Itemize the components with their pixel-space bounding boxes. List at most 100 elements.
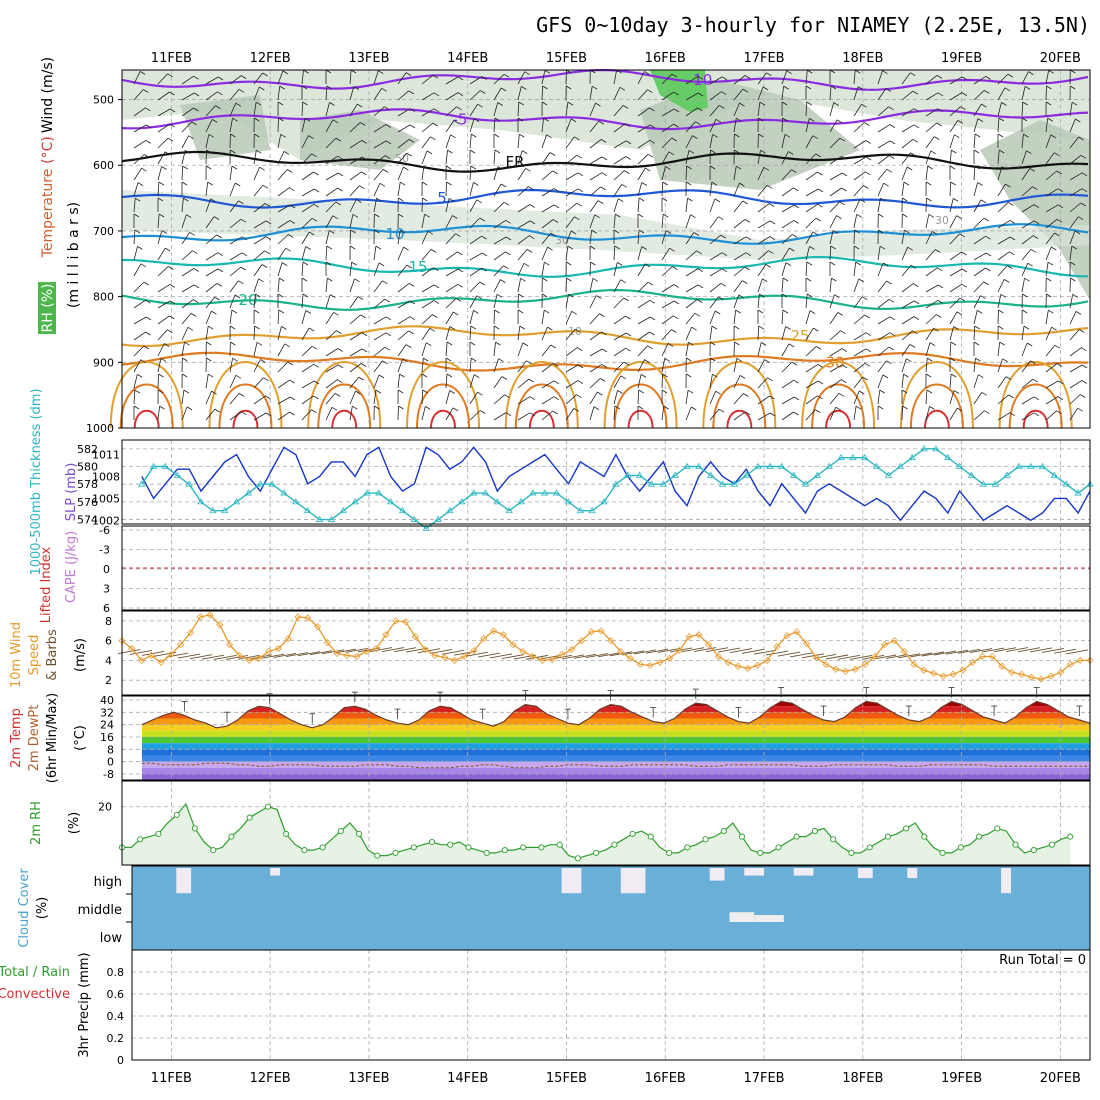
wind-barb bbox=[373, 124, 387, 133]
wind10m-barb bbox=[273, 653, 297, 658]
thickness-point bbox=[991, 480, 999, 487]
wind-barb bbox=[637, 229, 640, 245]
temp-color-band bbox=[141, 743, 1090, 750]
wind-barb-flag bbox=[739, 375, 746, 379]
wind-barb bbox=[1021, 134, 1024, 149]
surface-isotherm-loop bbox=[603, 361, 678, 429]
wind-barb bbox=[781, 220, 794, 229]
wind-barb-flag bbox=[479, 281, 486, 286]
wind-barb bbox=[565, 246, 569, 261]
wind-barb-flag bbox=[1000, 293, 1007, 298]
wind-barb-flag bbox=[326, 245, 333, 250]
wind-barb-flag bbox=[503, 73, 510, 78]
wind-barb bbox=[1069, 216, 1079, 229]
wind-barb bbox=[373, 246, 377, 261]
wind-barb bbox=[421, 314, 433, 325]
wind10m-barb bbox=[657, 648, 681, 653]
wind-barb-flag bbox=[1057, 204, 1064, 209]
slp-ylabel-slp: SLP (mb) bbox=[64, 463, 79, 522]
thickness-point bbox=[576, 506, 585, 514]
wind-barb-flag bbox=[169, 284, 175, 288]
wind-barb-flag bbox=[1054, 232, 1060, 237]
wind-barb-flag bbox=[625, 123, 631, 128]
thickness-point bbox=[1074, 489, 1082, 496]
wind-barb-flag bbox=[406, 152, 412, 157]
wind-barb-flag bbox=[886, 360, 892, 365]
wind-barb-flag bbox=[592, 277, 599, 282]
wind-barb bbox=[997, 236, 1011, 245]
cloud-level-middle: middle bbox=[78, 903, 122, 918]
wind-barb-flag bbox=[409, 316, 416, 321]
wind-barb-flag bbox=[601, 172, 608, 177]
wind-barb bbox=[517, 101, 520, 117]
wind-barb bbox=[493, 219, 506, 229]
wind-barb-flag bbox=[189, 231, 195, 236]
wind-barb-flag bbox=[640, 374, 647, 378]
wind-barb bbox=[349, 332, 363, 341]
temp-color-band bbox=[141, 755, 1090, 762]
wind-barb bbox=[685, 150, 690, 165]
wind-barb-flag bbox=[471, 133, 477, 138]
wind-barb bbox=[397, 124, 411, 133]
wind-barb-flag bbox=[159, 405, 165, 410]
wind-barb-flag bbox=[470, 357, 477, 362]
wind-barb bbox=[205, 283, 218, 293]
wind-barb-flag bbox=[903, 181, 910, 186]
wind-barb bbox=[493, 236, 507, 245]
wind-barb-flag bbox=[961, 268, 968, 273]
wind-barb bbox=[229, 200, 239, 213]
wind-barb bbox=[325, 364, 339, 373]
wind-barb-flag bbox=[183, 389, 190, 394]
thickness-point bbox=[303, 506, 312, 514]
wind-barb bbox=[613, 123, 626, 133]
wind-barb bbox=[757, 203, 770, 213]
wind-barb bbox=[1069, 230, 1076, 245]
wind-barb bbox=[325, 312, 334, 325]
wind-barb bbox=[301, 188, 315, 197]
wind-barb bbox=[925, 166, 929, 181]
wind-barb bbox=[253, 167, 260, 181]
wind-barb bbox=[445, 106, 457, 117]
wind-barb bbox=[901, 230, 905, 245]
wind-barb-flag bbox=[978, 374, 984, 379]
rh2m-point bbox=[957, 844, 964, 851]
wind-barb bbox=[277, 411, 290, 421]
wind-barb bbox=[565, 202, 578, 213]
thickness-point bbox=[683, 462, 691, 469]
wind10m-point bbox=[225, 641, 234, 649]
wind-barb-flag bbox=[738, 294, 745, 299]
wind-barb-flag bbox=[167, 329, 173, 334]
wind-barb bbox=[277, 151, 285, 165]
wind-barb-flag bbox=[949, 165, 956, 170]
wind-barb-flag bbox=[1009, 251, 1015, 256]
wind-barb-flag bbox=[335, 201, 342, 206]
wind-barb-flag bbox=[599, 313, 605, 317]
wind-barb-flag bbox=[687, 197, 693, 202]
wind-barb bbox=[757, 264, 767, 277]
wind-barb bbox=[445, 283, 458, 293]
wind-barb-flag bbox=[1075, 118, 1081, 123]
wind-barb-flag bbox=[143, 345, 150, 350]
thickness-point bbox=[280, 489, 288, 496]
wind-barb bbox=[1069, 188, 1083, 197]
wind-barb bbox=[253, 412, 267, 421]
wind-barb bbox=[1021, 150, 1027, 165]
wind-barb-flag bbox=[613, 229, 620, 234]
wind-barb-flag bbox=[576, 154, 583, 159]
wind-barb bbox=[1045, 246, 1052, 261]
wind-barb-flag bbox=[638, 389, 644, 394]
wind-barb-flag bbox=[263, 377, 269, 382]
wind-barb-flag bbox=[715, 390, 721, 395]
wind-barb-flag bbox=[647, 345, 653, 350]
wind-barb-flag bbox=[308, 231, 315, 236]
wind-barb bbox=[661, 284, 675, 293]
wind10m-point bbox=[1047, 672, 1055, 680]
wind-barb-flag bbox=[207, 181, 213, 186]
wind-barb-flag bbox=[255, 101, 262, 106]
wind-barb bbox=[469, 134, 472, 149]
wind-barb-flag bbox=[565, 85, 572, 90]
wind-barb bbox=[157, 266, 169, 277]
isotherm-30 bbox=[121, 351, 1089, 372]
wind10m-barb bbox=[225, 654, 249, 660]
wind-barb-flag bbox=[430, 249, 437, 253]
